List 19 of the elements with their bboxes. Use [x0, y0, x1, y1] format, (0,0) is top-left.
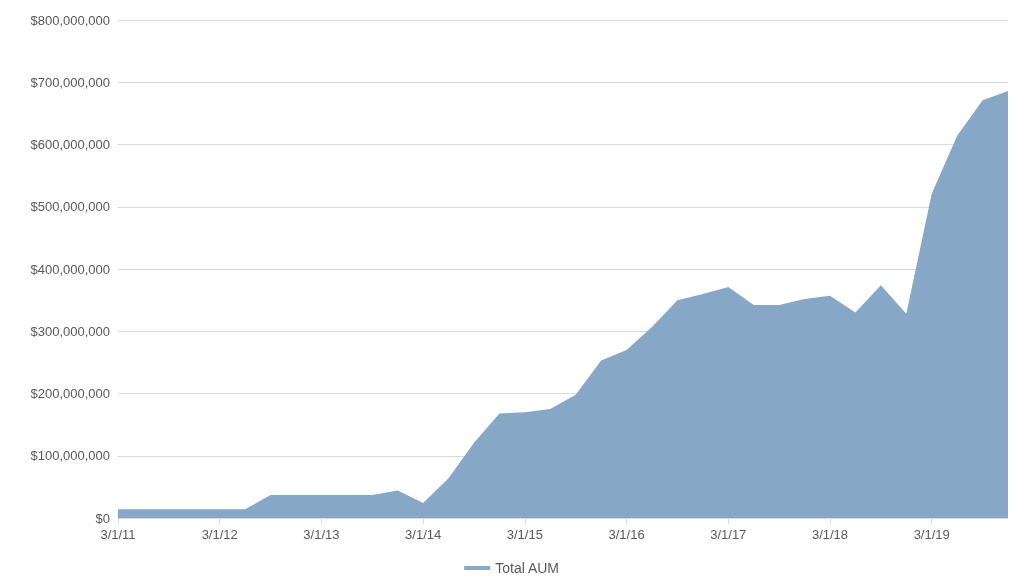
x-tick-label: 3/1/18 — [811, 527, 849, 542]
x-tick-label: 3/1/11 — [100, 527, 136, 542]
y-tick-label: $700,000,000 — [30, 74, 110, 90]
x-tick-label: 3/1/13 — [303, 527, 340, 542]
y-tick-label: $100,000,000 — [30, 448, 110, 464]
y-tick-label: $400,000,000 — [30, 261, 110, 277]
y-tick-label: $600,000,000 — [30, 137, 110, 152]
x-tick-label: 3/1/16 — [608, 527, 645, 542]
x-tick-label: 3/1/15 — [506, 527, 543, 542]
y-tick-label: $800,000,000 — [30, 12, 110, 28]
y-tick-label: $0 — [95, 510, 110, 526]
x-tick-label: 3/1/14 — [405, 527, 442, 542]
x-tick-label: 3/1/12 — [201, 527, 238, 542]
x-tick-label: 3/1/17 — [710, 527, 747, 542]
y-tick-label: $500,000,000 — [30, 199, 110, 215]
legend-label: Total AUM — [495, 560, 560, 576]
x-tick-label: 3/1/19 — [913, 527, 950, 542]
y-tick-label: $300,000,000 — [30, 323, 110, 339]
y-tick-label: $200,000,000 — [30, 386, 110, 401]
